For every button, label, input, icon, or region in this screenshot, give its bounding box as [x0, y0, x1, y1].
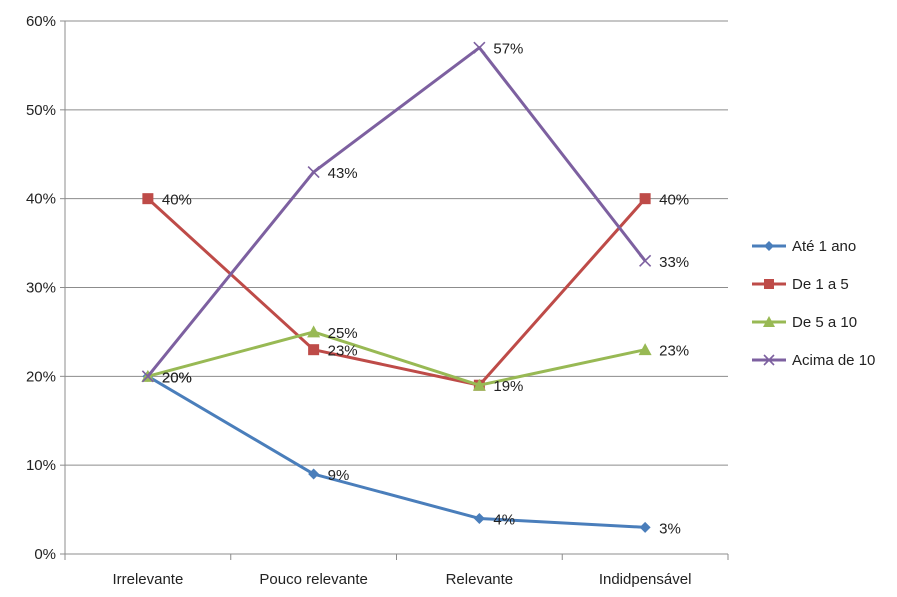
data-label: 40% [659, 192, 689, 209]
marker-x [763, 354, 775, 366]
legend-label: De 5 a 10 [792, 314, 857, 331]
marker-x-stroke [473, 41, 486, 54]
marker-x-stroke [307, 165, 320, 179]
marker-square [308, 344, 320, 356]
marker-x [639, 254, 652, 267]
data-label: 20% [162, 369, 192, 386]
y-tick-label: 30% [26, 280, 56, 297]
marker-square [142, 193, 154, 205]
series-line [147, 330, 646, 387]
marker-x [473, 41, 486, 54]
x-tick-label: Irrelevante [112, 571, 183, 588]
y-tick-label: 20% [26, 368, 56, 385]
marker-triangle [638, 343, 652, 356]
data-label: 23% [659, 343, 689, 360]
marker-diamond [473, 512, 485, 524]
y-tick-label: 0% [34, 546, 56, 563]
marker-x-stroke [763, 354, 775, 366]
legend-label: Até 1 ano [792, 238, 856, 255]
marker-triangle [307, 325, 321, 338]
legend-item: De 1 a 5 [752, 276, 849, 293]
gridlines [65, 20, 728, 466]
legend-label: De 1 a 5 [792, 276, 849, 293]
marker-x-stroke [639, 254, 652, 267]
data-label: 23% [328, 343, 358, 360]
data-label: 25% [328, 325, 358, 342]
data-label: 3% [659, 520, 681, 537]
marker-square [639, 193, 651, 205]
x-tick-label: Relevante [446, 571, 514, 588]
marker-triangle [472, 378, 486, 391]
data-label: 40% [162, 192, 192, 209]
data-label: 57% [493, 41, 523, 58]
series-3 [141, 41, 652, 383]
legend-label: Acima de 10 [792, 352, 875, 369]
marker-diamond [639, 521, 651, 533]
legend-item: Até 1 ano [752, 238, 856, 255]
data-label: 4% [493, 511, 515, 528]
data-labels: 9%4%3%40%23%40%20%25%19%23%20%43%57%33% [162, 41, 689, 538]
x-tick-label: Indidpensável [599, 571, 692, 588]
marker-triangle [763, 316, 775, 327]
y-tick-label: 50% [26, 102, 56, 119]
marker-x [141, 370, 154, 383]
y-tick-label: 60% [26, 13, 56, 30]
axes: 0% 10% 20% 30% 40% 50% 60% Irrelevante Pouco rel… [26, 13, 729, 588]
series-line [146, 46, 647, 378]
marker-x-stroke [141, 370, 154, 383]
marker-diamond [308, 468, 320, 480]
data-label: 9% [328, 467, 350, 484]
data-label: 20% [162, 369, 192, 386]
series-2 [141, 325, 652, 391]
legend-item: Acima de 10 [752, 352, 875, 369]
y-tick-label: 10% [26, 457, 56, 474]
series-1 [142, 193, 651, 391]
marker-x [307, 165, 320, 179]
legend-item: De 5 a 10 [752, 314, 857, 331]
marker-square [764, 279, 774, 289]
data-label: 33% [659, 254, 689, 271]
legend: Até 1 ano De 1 a 5 De 5 a 10 Acima de 10 [752, 238, 875, 369]
y-tick-label: 40% [26, 191, 56, 208]
series-0 [142, 370, 651, 533]
x-tick-label: Pouco relevante [259, 571, 367, 588]
marker-diamond [764, 241, 774, 251]
series-lines [141, 41, 652, 533]
series-line [147, 375, 646, 529]
data-label: 43% [328, 165, 358, 182]
data-label: 19% [493, 378, 523, 395]
